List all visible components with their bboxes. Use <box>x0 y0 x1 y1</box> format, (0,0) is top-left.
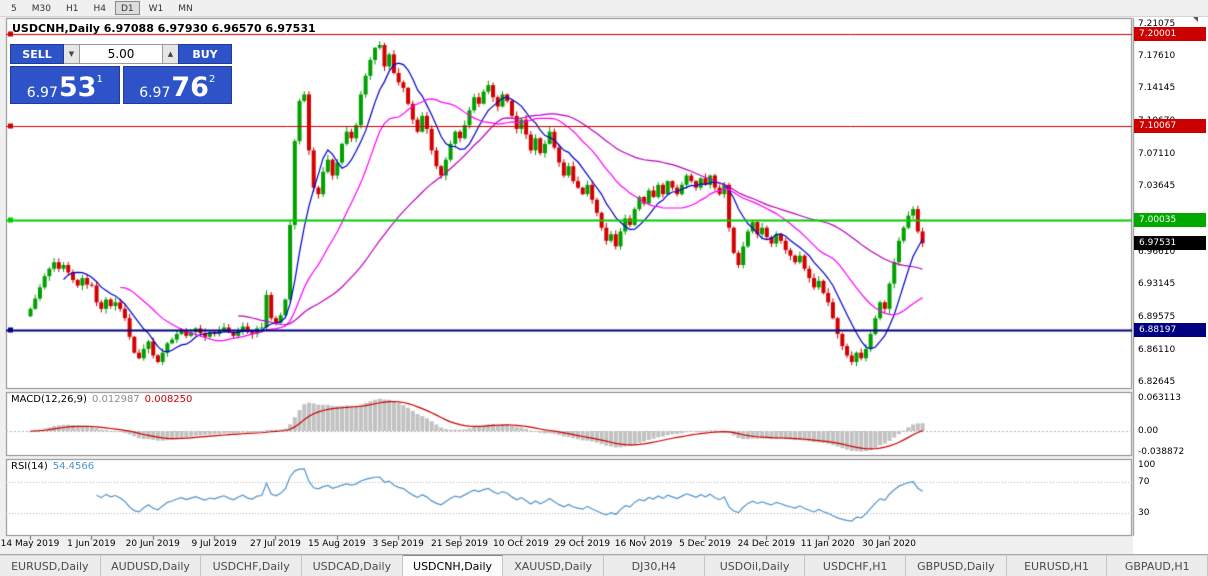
buy-price-point: 2 <box>208 74 216 85</box>
volume-input[interactable] <box>79 44 163 64</box>
buy-price-panel[interactable]: 6.97 76 2 <box>122 66 232 104</box>
timeframe-m5-button[interactable]: 5 <box>11 4 17 14</box>
macd-name: MACD(12,26,9) <box>11 394 87 405</box>
buy-button[interactable]: BUY <box>178 44 232 64</box>
tab-dj30-h4[interactable]: DJ30,H4 <box>604 555 705 576</box>
volume-decrease-button[interactable]: ▼ <box>64 44 79 64</box>
tab-xauusd-daily[interactable]: XAUUSD,Daily <box>503 555 605 576</box>
buy-price-main: 6.97 <box>139 85 171 101</box>
chart-title: USDCNH,Daily 6.97088 6.97930 6.96570 6.9… <box>12 22 316 35</box>
tab-gbpaud-h1[interactable]: GBPAUD,H1 <box>1107 555 1208 576</box>
one-click-trade-panel: SELL ▼ ▲ BUY 6.97 53 1 6.97 76 2 <box>10 44 232 104</box>
rsi-value: 54.4566 <box>52 461 95 472</box>
timeframe-m30-button[interactable]: M30 <box>31 4 51 14</box>
sell-price-pips: 53 <box>58 72 97 104</box>
timeframe-toolbar: 5 M30 H1 H4 D1 W1 MN <box>0 0 1208 17</box>
chart-tabs-bar: EURUSD,Daily AUDUSD,Daily USDCHF,Daily U… <box>0 554 1208 576</box>
tab-usdoil-daily[interactable]: USDOil,Daily <box>704 555 806 576</box>
sell-price-point: 1 <box>96 74 103 85</box>
tab-usdcnh-daily[interactable]: USDCNH,Daily <box>402 555 504 576</box>
timeframe-h1-button[interactable]: H1 <box>65 4 79 14</box>
rsi-indicator-label: RSI(14) 54.4566 <box>11 461 94 472</box>
buy-price-pips: 76 <box>171 72 209 104</box>
macd-signal-value: 0.008250 <box>144 394 193 405</box>
sell-button[interactable]: SELL <box>10 44 64 64</box>
timeframe-d1-button[interactable]: D1 <box>114 1 140 15</box>
timeframe-h4-button[interactable]: H4 <box>93 4 106 14</box>
timeframe-w1-button[interactable]: W1 <box>148 4 164 14</box>
timeframe-mn-button[interactable]: MN <box>178 4 193 14</box>
volume-increase-button[interactable]: ▲ <box>163 44 178 64</box>
chart-shift-marker-icon[interactable] <box>1188 12 1198 22</box>
chevron-up-icon: ▲ <box>167 50 174 58</box>
tab-eurusd-daily[interactable]: EURUSD,Daily <box>0 555 101 576</box>
tab-gbpusd-daily[interactable]: GBPUSD,Daily <box>906 555 1007 576</box>
tab-eurusd-h1[interactable]: EURUSD,H1 <box>1006 555 1108 576</box>
tab-usdchf-daily[interactable]: USDCHF,Daily <box>201 555 303 576</box>
macd-main-value: 0.012987 <box>91 394 140 405</box>
tab-usdcad-daily[interactable]: USDCAD,Daily <box>302 555 403 576</box>
tab-audusd-daily[interactable]: AUDUSD,Daily <box>100 555 202 576</box>
tab-usdchf-h1[interactable]: USDCHF,H1 <box>805 555 907 576</box>
chevron-down-icon: ▼ <box>68 50 75 58</box>
macd-indicator-label: MACD(12,26,9) 0.012987 0.008250 <box>11 394 192 405</box>
rsi-name: RSI(14) <box>11 461 48 472</box>
sell-price-main: 6.97 <box>26 85 58 101</box>
sell-price-panel[interactable]: 6.97 53 1 <box>10 66 120 104</box>
